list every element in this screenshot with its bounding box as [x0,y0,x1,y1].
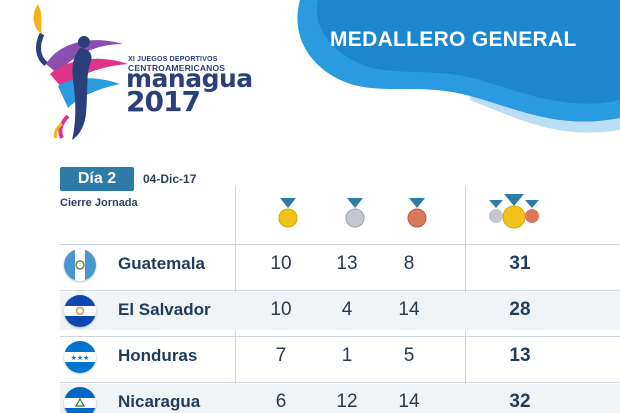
total-count: 13 [509,345,531,366]
table-row: El Salvador 10 4 14 28 [60,292,620,330]
bronze-count: 14 [398,391,420,412]
torch-figure-icon [33,4,128,140]
honduras-flag-icon: ★★★ [64,341,96,373]
logo-caption: XI JUEGOS DEPORTIVOS CENTROAMERICANOS [128,56,278,73]
day-status: Cierre Jornada [60,197,138,209]
guatemala-flag-icon [64,249,96,281]
country-name: Nicaragua [118,392,201,411]
page-title: MEDALLERO GENERAL [330,28,577,51]
silver-count: 4 [341,299,353,320]
bronze-count: 8 [403,253,415,274]
svg-text:★★★: ★★★ [71,354,90,362]
country-name: Honduras [118,346,198,365]
total-count: 28 [509,299,531,320]
table-row: ★★★ Honduras 7 1 5 13 [60,338,620,376]
country-name: El Salvador [118,300,211,319]
header-banner [297,0,620,133]
gold-count: 10 [270,299,292,320]
logo-line2: CENTROAMERICANOS [128,63,226,73]
row-divider [60,290,620,291]
nicaragua-flag-icon [64,387,96,413]
bronze-count: 5 [403,345,415,366]
row-divider [60,382,620,383]
gold-medal-icon [278,198,298,228]
logo-city: managua [126,64,253,93]
country-name: Guatemala [118,254,205,273]
day-date: 04-Dic-17 [143,172,197,186]
total-count: 32 [509,391,531,412]
total-medals-icon [489,194,539,229]
table-row: Nicaragua 6 12 14 32 [60,384,620,413]
day-badge: Día 2 [60,167,134,191]
gold-count: 10 [270,253,292,274]
silver-count: 13 [336,253,358,274]
games-logo [28,4,268,144]
bronze-medal-icon [407,198,427,228]
silver-count: 12 [336,391,358,412]
gold-count: 6 [275,391,287,412]
silver-count: 1 [341,345,353,366]
gold-count: 7 [275,345,287,366]
logo-line1: XI JUEGOS DEPORTIVOS [128,56,218,63]
bronze-count: 14 [398,299,420,320]
row-divider [60,244,620,245]
table-row: Guatemala 10 13 8 31 [60,246,620,284]
logo-year: 2017 [126,85,201,118]
total-count: 31 [509,253,531,274]
silver-medal-icon [345,198,365,228]
row-background [60,384,620,413]
row-background [60,292,620,330]
el-salvador-flag-icon [64,295,96,327]
row-divider [60,336,620,337]
